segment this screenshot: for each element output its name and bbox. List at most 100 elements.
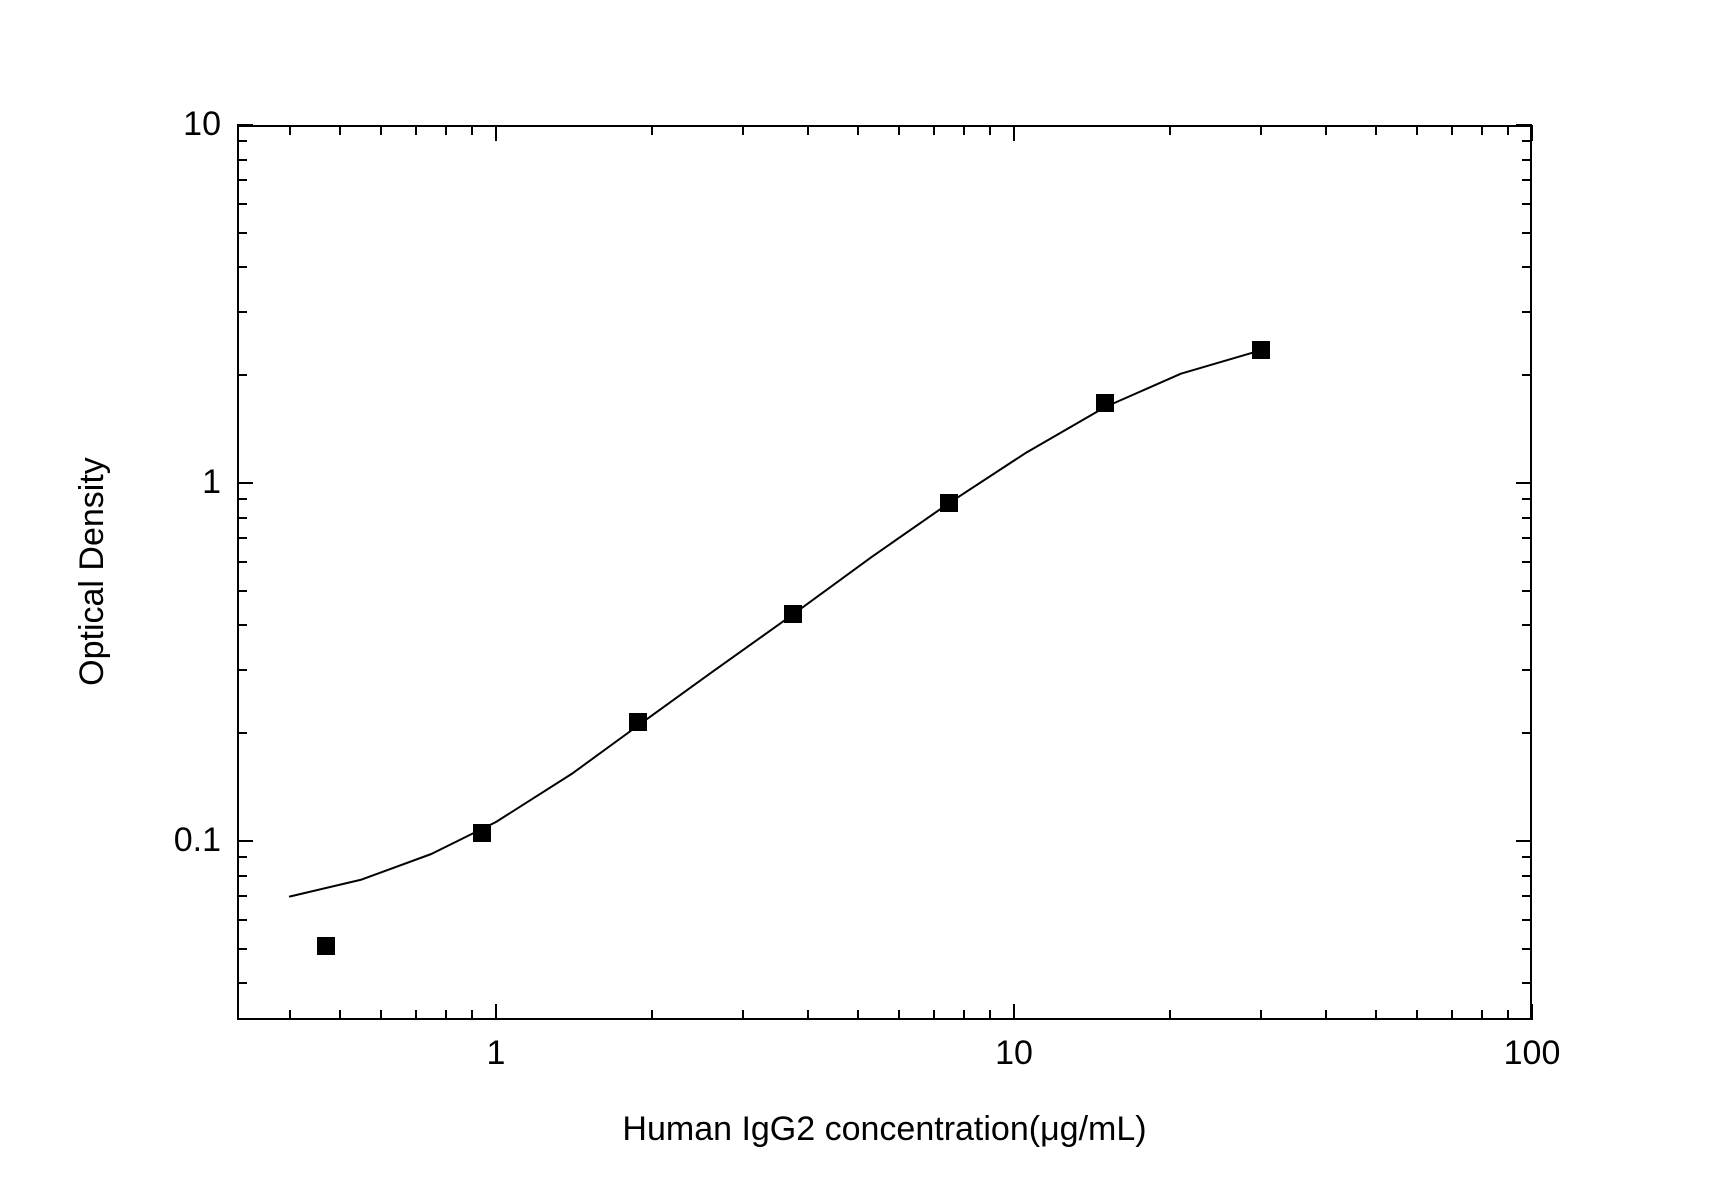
tick-minor [1169,1010,1171,1020]
tick-minor [651,1010,653,1020]
tick-minor [1522,875,1532,877]
tick-minor [1522,669,1532,671]
tick-minor [237,498,247,500]
tick-minor [237,590,247,592]
tick-minor [237,537,247,539]
tick-minor [1375,125,1377,135]
tick-minor [237,311,247,313]
y-tick-label: 0.1 [174,821,221,860]
tick-minor [1522,948,1532,950]
tick-minor [1522,498,1532,500]
tick-minor [1522,159,1532,161]
tick-minor [237,875,247,877]
tick-minor [1522,590,1532,592]
tick-minor [898,125,900,135]
tick-minor [898,1010,900,1020]
data-marker [940,494,958,512]
tick-minor [1416,1010,1418,1020]
tick-minor [651,125,653,135]
data-marker [629,713,647,731]
tick-minor [933,125,935,135]
tick-minor [1481,1010,1483,1020]
tick-major [495,1004,497,1020]
data-marker [784,605,802,623]
tick-minor [471,125,473,135]
tick-minor [807,1010,809,1020]
chart-container: 1 10 100 0.1 1 10 Human IgG2 concentration(μg… [0,0,1725,1204]
tick-minor [1260,125,1262,135]
data-marker [317,937,335,955]
tick-minor [1522,982,1532,984]
tick-minor [415,125,417,135]
tick-minor [237,919,247,921]
tick-minor [1522,232,1532,234]
tick-major [1516,840,1532,842]
tick-minor [1522,517,1532,519]
x-axis-label: Human IgG2 concentration(μg/mL) [237,1110,1532,1149]
tick-minor [807,125,809,135]
tick-minor [237,232,247,234]
tick-major [1516,482,1532,484]
data-marker [1252,341,1270,359]
tick-minor [237,732,247,734]
tick-minor [471,1010,473,1020]
x-tick-label: 10 [974,1034,1054,1073]
tick-major [237,482,253,484]
tick-minor [237,179,247,181]
tick-minor [237,895,247,897]
tick-minor [963,125,965,135]
tick-minor [1522,311,1532,313]
tick-minor [1375,1010,1377,1020]
tick-minor [237,948,247,950]
tick-minor [445,125,447,135]
tick-minor [237,266,247,268]
tick-minor [857,125,859,135]
tick-minor [339,1010,341,1020]
tick-minor [857,1010,859,1020]
tick-minor [1507,125,1509,135]
tick-minor [237,203,247,205]
tick-minor [933,1010,935,1020]
tick-minor [1522,374,1532,376]
tick-minor [237,624,247,626]
tick-minor [1522,919,1532,921]
tick-minor [339,125,341,135]
y-axis-label: Optical Density [73,124,112,1019]
tick-minor [1522,732,1532,734]
y-tick-label: 10 [183,105,221,144]
fit-curve [0,0,1725,1204]
tick-major [495,125,497,141]
tick-major [237,124,253,126]
tick-minor [445,1010,447,1020]
tick-minor [742,125,744,135]
tick-minor [1522,140,1532,142]
tick-minor [1522,624,1532,626]
x-tick-label: 100 [1492,1034,1572,1073]
tick-minor [237,982,247,984]
tick-minor [1522,561,1532,563]
tick-minor [237,374,247,376]
x-tick-label: 1 [456,1034,536,1073]
tick-minor [1522,537,1532,539]
tick-minor [963,1010,965,1020]
tick-minor [1522,203,1532,205]
tick-major [1013,1004,1015,1020]
tick-minor [1451,125,1453,135]
data-marker [1096,394,1114,412]
tick-minor [415,1010,417,1020]
tick-major [1531,125,1533,141]
tick-major [237,840,253,842]
tick-minor [1325,125,1327,135]
tick-minor [1451,1010,1453,1020]
tick-minor [289,125,291,135]
y-tick-label: 1 [202,463,221,502]
tick-major [1013,125,1015,141]
tick-minor [237,159,247,161]
tick-minor [1416,125,1418,135]
tick-minor [1260,1010,1262,1020]
tick-minor [1325,1010,1327,1020]
tick-minor [237,140,247,142]
tick-minor [989,1010,991,1020]
tick-minor [237,856,247,858]
tick-minor [1522,179,1532,181]
